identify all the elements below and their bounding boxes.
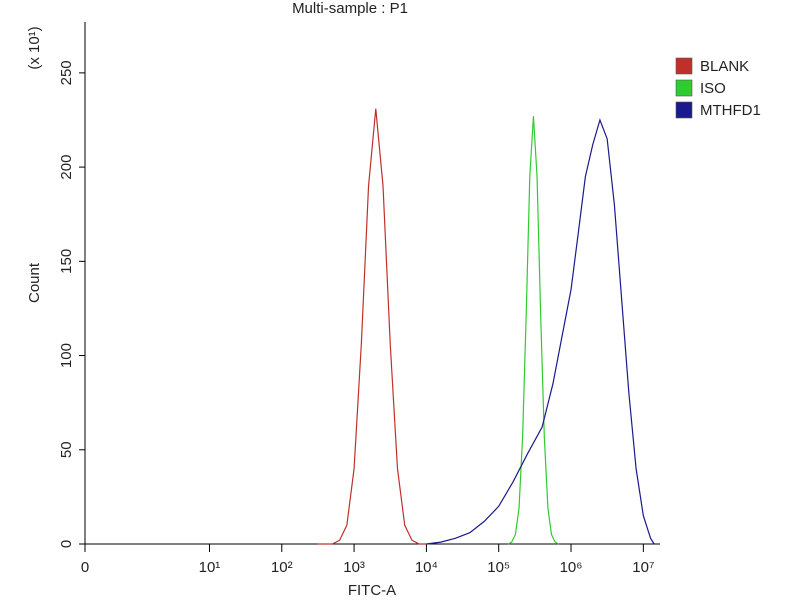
legend-label: MTHFD1: [700, 102, 761, 119]
y-tick-label: 100: [58, 343, 75, 368]
y-axis-label: Count: [26, 262, 43, 303]
x-tick-label: 10²: [271, 559, 293, 576]
histogram-line: [317, 108, 427, 545]
y-tick-label: 200: [58, 155, 75, 180]
x-axis-label: FITC-A: [348, 582, 396, 599]
chart-title: Multi-sample : P1: [292, 0, 408, 17]
x-tick-label: 10⁵: [487, 559, 510, 576]
y-tick-label: 0: [58, 540, 75, 548]
y-tick-label: 150: [58, 249, 75, 274]
x-tick-label: 10⁴: [415, 559, 438, 576]
histogram-line: [507, 116, 560, 545]
y-multiplier-label: (x 10¹): [26, 26, 43, 69]
legend-swatch: [675, 101, 693, 119]
x-tick-label: 10⁷: [632, 559, 654, 576]
y-tick-label: 250: [58, 60, 75, 85]
x-tick-label: 10⁶: [560, 559, 583, 576]
x-tick-label: 10¹: [199, 559, 221, 576]
legend-label: ISO: [700, 80, 726, 97]
legend-label: BLANK: [700, 58, 749, 75]
x-tick-label: 10³: [343, 559, 365, 576]
x-tick-label: 0: [81, 559, 89, 576]
histogram-line: [426, 118, 655, 545]
y-tick-label: 50: [58, 441, 75, 458]
legend-swatch: [675, 57, 693, 75]
legend-swatch: [675, 79, 693, 97]
